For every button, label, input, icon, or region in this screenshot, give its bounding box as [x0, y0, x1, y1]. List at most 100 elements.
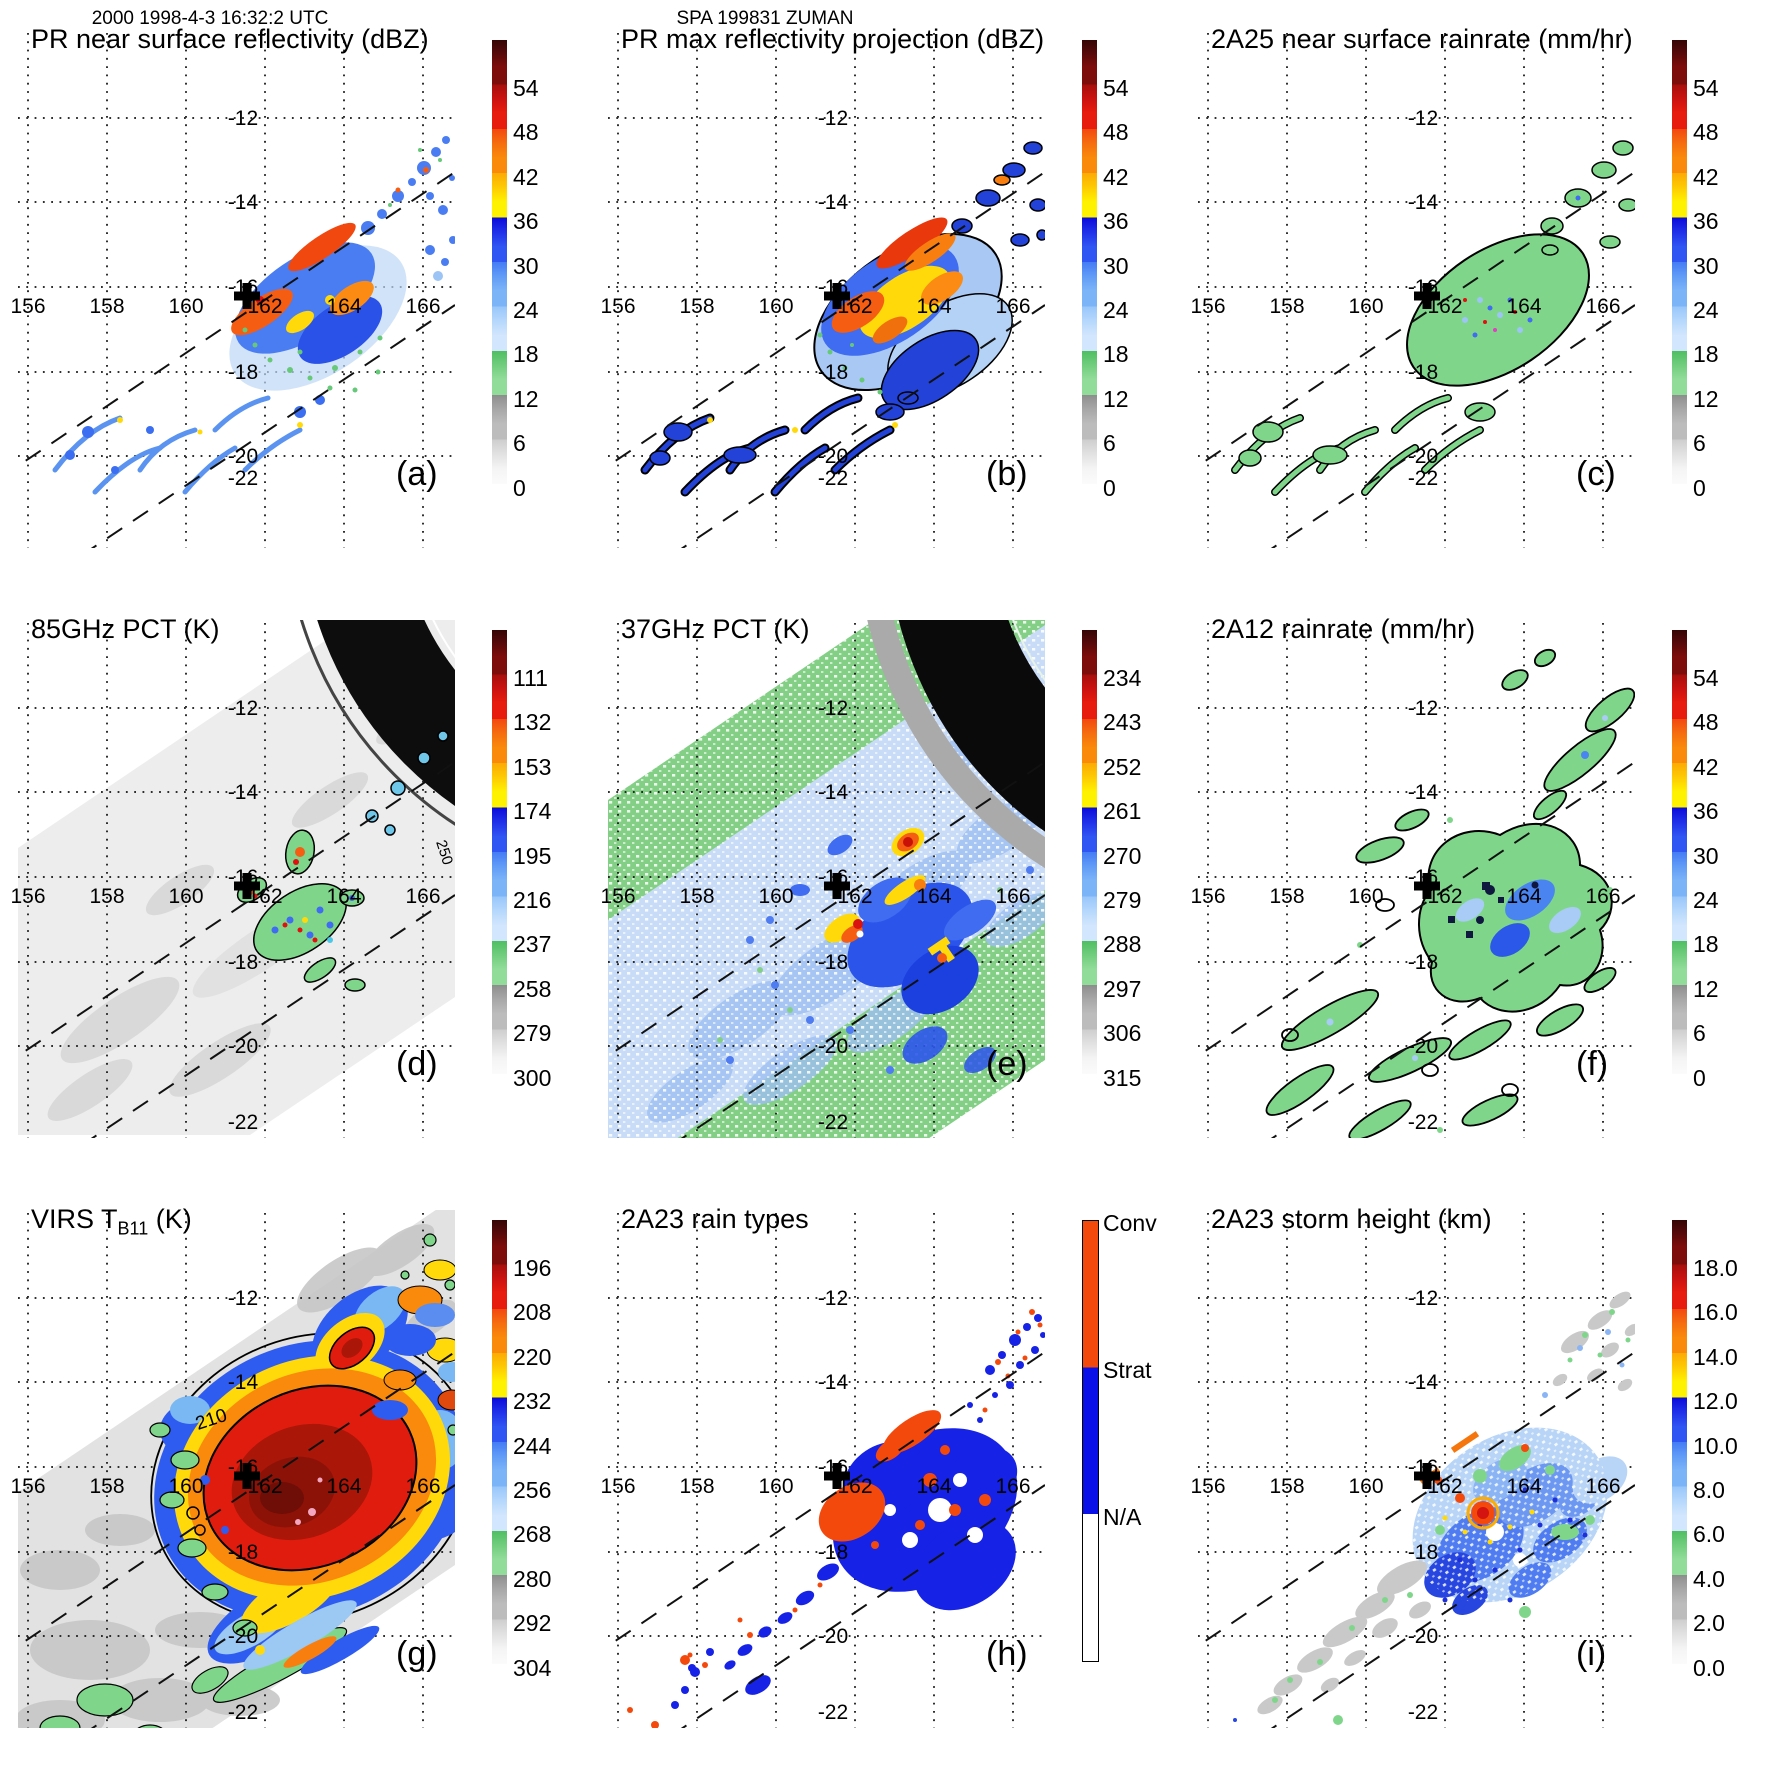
colorbar-tick: 14.0 — [1693, 1344, 1738, 1370]
panel-e-title: 37GHz PCT (K) — [621, 614, 810, 644]
colorbar-tick: 270 — [1103, 843, 1142, 869]
lat-label: -16 — [817, 1456, 849, 1479]
lat-label: -12 — [227, 697, 259, 720]
colorbar-tick: 30 — [1693, 843, 1719, 869]
lat-label: -20 — [227, 445, 259, 468]
lon-label: 158 — [679, 295, 715, 318]
lat-label: -22 — [817, 467, 849, 490]
panel-a: PR near surface reflectivity (dBZ) (a) 1… — [0, 0, 590, 590]
lat-label: -16 — [227, 276, 259, 299]
colorbar-tick: 12.0 — [1693, 1388, 1738, 1414]
lat-label: -18 — [1407, 361, 1439, 384]
lon-label: 164 — [1506, 1475, 1542, 1498]
lon-label: 162 — [837, 295, 873, 318]
lon-label: 162 — [247, 885, 283, 908]
colorbar-tick: 174 — [513, 798, 552, 824]
lat-label: -18 — [817, 1541, 849, 1564]
colorbar-tick: 36 — [1693, 798, 1719, 824]
colorbar-tick: 195 — [513, 843, 552, 869]
colorbar-tick: 24 — [1693, 297, 1719, 323]
panel-d-colorbar — [492, 630, 507, 1074]
lon-label: 166 — [405, 295, 441, 318]
lat-label: -12 — [227, 107, 259, 130]
lat-label: -22 — [817, 1111, 849, 1134]
colorbar-tick: 42 — [1103, 164, 1129, 190]
lon-label: 156 — [600, 885, 636, 908]
panel-a-title: PR near surface reflectivity (dBZ) — [31, 24, 429, 54]
lon-label: 156 — [10, 885, 46, 908]
colorbar-tick: 8.0 — [1693, 1477, 1725, 1503]
panel-b: PR max reflectivity projection (dBZ) (b)… — [590, 0, 1180, 590]
colorbar-tick: 30 — [1693, 253, 1719, 279]
panel-g-title: VIRS TB11 (K) — [31, 1204, 192, 1239]
lat-label: -12 — [817, 107, 849, 130]
lat-label: -16 — [227, 866, 259, 889]
colorbar-tick: 304 — [513, 1655, 552, 1681]
lon-label: 162 — [247, 295, 283, 318]
storm-height-cells — [1233, 1291, 1635, 1725]
rain-type-cells — [627, 1309, 1045, 1728]
lat-label: -18 — [1407, 1541, 1439, 1564]
colorbar-tick: 18 — [1103, 341, 1129, 367]
colorbar-tick: 54 — [513, 75, 539, 101]
colorbar-tick: 12 — [1693, 976, 1719, 1002]
panel-a-colorbar — [492, 40, 507, 484]
colorbar-tick: 24 — [1103, 297, 1129, 323]
lat-label: -14 — [1407, 781, 1439, 804]
lon-label: 158 — [1269, 295, 1305, 318]
colorbar-tick: N/A — [1103, 1504, 1142, 1530]
lat-label: -22 — [227, 1701, 259, 1724]
lon-label: 158 — [679, 1475, 715, 1498]
lon-label: 164 — [326, 885, 362, 908]
colorbar-tick: 54 — [1693, 75, 1719, 101]
colorbar-tick: 30 — [1103, 253, 1129, 279]
colorbar-tick: 12 — [1693, 386, 1719, 412]
colorbar-tick: 132 — [513, 709, 552, 735]
timestamp-header: 2000 1998-4-3 16:32:2 UTC — [91, 8, 329, 29]
lon-label: 164 — [1506, 885, 1542, 908]
panel-i-title: 2A23 storm height (km) — [1211, 1204, 1492, 1234]
lat-label: -14 — [227, 191, 259, 214]
colorbar-tick: 288 — [1103, 931, 1142, 957]
panel-e-colorbar — [1082, 630, 1097, 1074]
colorbar-tick: 6 — [1693, 430, 1706, 456]
lon-label: 158 — [1269, 1475, 1305, 1498]
colorbar-tick: 237 — [513, 931, 552, 957]
lon-label: 160 — [1348, 885, 1384, 908]
lat-label: -16 — [1407, 276, 1439, 299]
lon-label: 162 — [1427, 295, 1463, 318]
lat-label: -20 — [1407, 1625, 1439, 1648]
panel-e-letter: (e) — [986, 1045, 1028, 1083]
colorbar-tick: 24 — [1693, 887, 1719, 913]
panel-i: 2A23 storm height (km) (i) 156 158 160 162 1… — [1180, 1180, 1770, 1770]
colorbar-tick: 292 — [513, 1610, 552, 1636]
lon-label: 166 — [995, 1475, 1031, 1498]
lat-label: -14 — [817, 191, 849, 214]
panel-h-title: 2A23 rain types — [621, 1204, 809, 1234]
lon-label: 164 — [326, 295, 362, 318]
lon-label: 160 — [168, 295, 204, 318]
lat-label: -22 — [817, 1701, 849, 1724]
lon-label: 158 — [89, 295, 125, 318]
colorbar-tick: 54 — [1103, 75, 1129, 101]
colorbar-tick: 18 — [513, 341, 539, 367]
colorbar-tick: 279 — [1103, 887, 1142, 913]
colorbar-tick: 315 — [1103, 1065, 1142, 1091]
colorbar-tick: 0 — [513, 475, 526, 501]
lat-label: -20 — [1407, 1035, 1439, 1058]
panel-g-letter: (g) — [396, 1635, 438, 1673]
lat-label: -22 — [1407, 467, 1439, 490]
lat-label: -12 — [817, 1287, 849, 1310]
colorbar-tick: 36 — [1693, 208, 1719, 234]
lon-label: 166 — [995, 885, 1031, 908]
colorbar-tick: 208 — [513, 1299, 552, 1325]
map-2a25-near-surface-rainrate — [1198, 32, 1635, 548]
lon-label: 166 — [405, 885, 441, 908]
colorbar-tick: 48 — [1693, 709, 1719, 735]
lat-label: -20 — [817, 445, 849, 468]
panel-e: 37GHz PCT (K) (e) 156 158 160 162 164 166 -12 -… — [590, 590, 1180, 1180]
colorbar-tick: 54 — [1693, 665, 1719, 691]
lat-label: -18 — [817, 951, 849, 974]
map-2a12-rainrate — [1198, 622, 1635, 1138]
lon-label: 160 — [1348, 295, 1384, 318]
